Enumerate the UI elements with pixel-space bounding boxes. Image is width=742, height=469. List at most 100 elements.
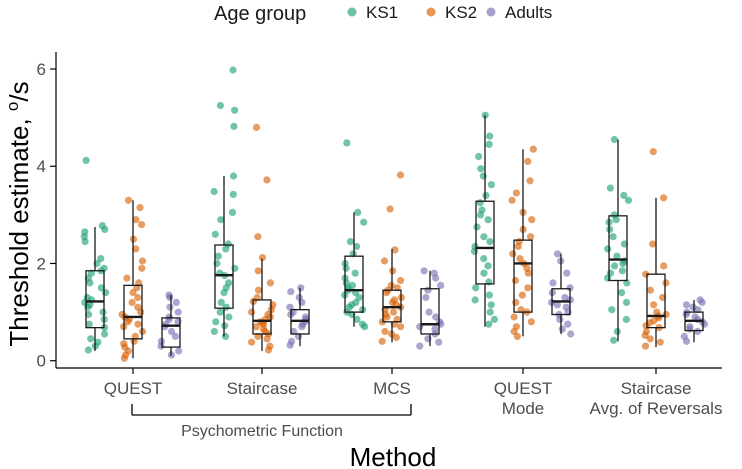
data-point-adults (290, 327, 298, 336)
data-point-ks2 (512, 298, 520, 306)
data-point-ks2 (514, 242, 522, 251)
data-point-ks1 (82, 156, 90, 164)
data-point-adults (686, 325, 694, 333)
data-point-ks2 (128, 298, 136, 306)
data-point-ks2 (120, 354, 128, 362)
data-point-adults (416, 342, 424, 350)
data-point-ks2 (389, 308, 398, 316)
data-point-ks1 (210, 187, 218, 196)
data-point-ks1 (217, 216, 225, 224)
data-point-ks1 (81, 238, 89, 246)
data-point-ks1 (353, 315, 361, 323)
data-point-ks2 (380, 257, 389, 265)
legend-label-adults: Adults (505, 3, 552, 22)
data-point-ks1 (97, 284, 105, 292)
data-point-ks2 (381, 327, 389, 336)
data-point-ks2 (138, 264, 146, 272)
data-point-ks1 (486, 132, 494, 140)
x-tick-label: QUEST (104, 379, 163, 398)
legend-marker-ks1 (347, 7, 357, 17)
data-point-ks2 (134, 320, 142, 328)
data-point-ks1 (619, 259, 627, 268)
data-point-ks1 (229, 190, 237, 198)
data-point-ks2 (516, 255, 524, 263)
data-point-adults (553, 301, 561, 309)
data-point-ks2 (646, 286, 655, 294)
data-point-ks2 (396, 171, 405, 179)
data-point-ks1 (228, 208, 237, 216)
data-point-adults (558, 325, 566, 333)
data-point-ks1 (351, 269, 359, 277)
data-point-ks1 (606, 225, 614, 233)
data-point-ks2 (138, 257, 147, 265)
data-point-ks1 (220, 289, 228, 297)
data-point-ks1 (222, 245, 230, 253)
y-tick-label: 2 (37, 254, 46, 273)
data-point-ks1 (361, 323, 369, 331)
data-point-ks2 (529, 145, 537, 153)
data-point-ks2 (378, 318, 386, 326)
data-point-ks1 (229, 66, 237, 74)
data-point-ks1 (608, 306, 616, 314)
data-point-ks1 (84, 346, 92, 354)
data-point-ks1 (472, 284, 480, 292)
box-iqr (85, 270, 105, 329)
box-iqr (420, 288, 440, 335)
y-ticks: 0 2 4 6 (37, 60, 56, 371)
data-point-ks1 (475, 152, 483, 161)
data-point-ks2 (524, 284, 532, 292)
data-point-ks2 (137, 308, 145, 316)
data-point-ks2 (656, 338, 664, 346)
data-point-ks2 (386, 205, 394, 213)
data-point-ks2 (252, 123, 261, 131)
box-iqr (252, 299, 272, 335)
data-point-ks1 (484, 262, 492, 270)
data-point-ks1 (613, 327, 621, 336)
data-point-ks2 (248, 308, 256, 316)
data-point-ks1 (221, 332, 230, 340)
data-point-ks1 (604, 245, 612, 253)
data-point-ks1 (620, 240, 629, 248)
data-point-ks1 (613, 252, 621, 260)
data-point-adults (425, 308, 433, 316)
data-point-ks1 (610, 135, 619, 144)
data-point-ks1 (101, 330, 109, 338)
data-point-ks1 (85, 320, 93, 328)
data-point-ks2 (646, 335, 654, 343)
data-point-ks1 (484, 216, 492, 224)
data-point-ks2 (508, 196, 516, 204)
data-point-ks1 (211, 230, 219, 238)
x-tick-label: Avg. of Reversals (590, 399, 723, 418)
data-point-ks1 (354, 208, 362, 216)
data-point-ks1 (622, 315, 631, 323)
data-point-adults (287, 288, 295, 296)
data-point-ks1 (490, 315, 498, 323)
data-point-ks2 (662, 279, 670, 287)
data-point-ks1 (476, 199, 484, 207)
data-point-adults (563, 269, 571, 277)
data-point-ks1 (97, 255, 105, 263)
data-point-ks1 (210, 327, 218, 336)
data-point-adults (698, 298, 706, 306)
legend-marker-ks2 (426, 7, 436, 17)
y-tick-label: 6 (37, 60, 46, 79)
box-iqr (382, 289, 402, 323)
data-point-ks2 (524, 269, 532, 277)
data-point-ks2 (527, 318, 535, 326)
data-point-adults (422, 293, 430, 302)
data-point-ks2 (132, 245, 140, 253)
data-point-ks2 (391, 246, 399, 254)
data-point-ks1 (487, 301, 495, 309)
data-point-ks2 (510, 313, 518, 321)
data-point-ks1 (342, 264, 350, 272)
data-point-adults (682, 301, 691, 309)
data-point-ks2 (650, 301, 658, 309)
data-point-ks1 (482, 191, 490, 199)
data-point-ks1 (343, 139, 351, 147)
data-point-ks2 (124, 196, 133, 204)
data-point-ks2 (254, 267, 262, 275)
data-point-ks1 (477, 165, 485, 173)
data-point-ks2 (132, 216, 140, 224)
data-point-ks1 (486, 238, 494, 246)
x-axis-title: Method (350, 442, 437, 469)
